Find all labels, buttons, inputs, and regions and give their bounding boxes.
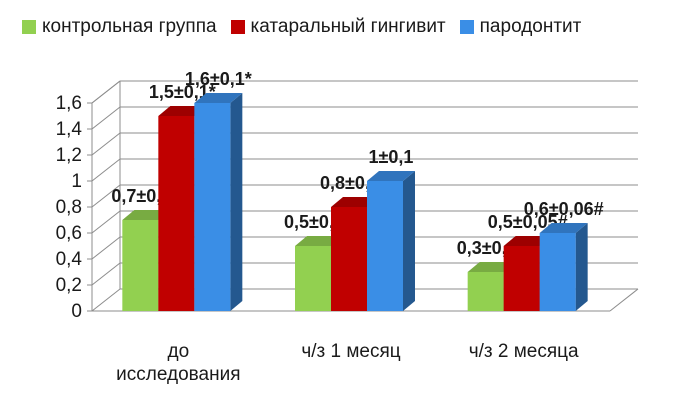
bar <box>295 246 331 311</box>
bar <box>467 272 504 311</box>
x-tick-label: ч/з 2 месяца <box>469 341 579 362</box>
chart-legend: контрольная группа катаральный гингивит … <box>22 14 595 40</box>
legend-label-gingivitis: катаральный гингивит <box>250 16 446 37</box>
data-label: 1±0,1 <box>369 147 414 167</box>
gridline-side <box>91 158 121 182</box>
y-tick-label: 0,4 <box>56 249 83 270</box>
bar-side <box>403 171 415 311</box>
x-tick-label: до <box>168 341 190 362</box>
y-tick-label: 1,6 <box>56 93 82 114</box>
bar <box>503 246 540 311</box>
bar <box>367 181 403 311</box>
y-tick-label: 1,4 <box>56 119 83 140</box>
gridline-side <box>91 210 121 234</box>
data-label: 1,5±0,1* <box>149 82 216 102</box>
floor-right-edge <box>609 288 639 312</box>
bar-side <box>230 93 243 311</box>
gridline-side <box>91 132 121 156</box>
bar <box>194 103 231 311</box>
legend-swatch-periodontitis <box>459 20 474 34</box>
y-tick-label: 0,8 <box>56 197 82 218</box>
y-tick-label: 1 <box>71 171 82 192</box>
gridline-side <box>91 288 121 312</box>
data-label: 1,6±0,1* <box>185 69 252 89</box>
y-tick-label: 1,2 <box>56 145 82 166</box>
bar-top <box>194 93 243 103</box>
legend-item-periodontitis: пародонтит <box>459 16 582 38</box>
legend-swatch-gingivitis <box>230 20 245 34</box>
x-tick-label: ч/з 1 месяц <box>301 341 400 362</box>
gridline-side <box>91 184 121 208</box>
gridline-side <box>91 106 121 130</box>
legend-swatch-control <box>22 20 36 34</box>
data-label: 0,6±0,06# <box>524 199 604 219</box>
gridline-side <box>91 262 121 286</box>
bar <box>331 207 367 311</box>
x-tick-label: исследования <box>116 364 240 385</box>
y-tick-label: 0 <box>71 301 82 322</box>
y-tick-label: 0,2 <box>56 275 82 296</box>
bar-top <box>367 171 415 181</box>
bar <box>158 116 195 311</box>
legend-label-periodontitis: пародонтит <box>479 16 582 37</box>
legend-item-gingivitis: катаральный гингивит <box>230 16 446 38</box>
bar <box>539 233 576 311</box>
gridline-side <box>91 80 121 104</box>
bar <box>122 220 159 311</box>
gridline-side <box>91 236 121 260</box>
bar-top <box>539 223 588 233</box>
bar-side <box>575 223 588 311</box>
y-tick-label: 0,6 <box>56 223 82 244</box>
legend-item-control: контрольная группа <box>22 16 217 38</box>
legend-label-control: контрольная группа <box>42 16 217 37</box>
